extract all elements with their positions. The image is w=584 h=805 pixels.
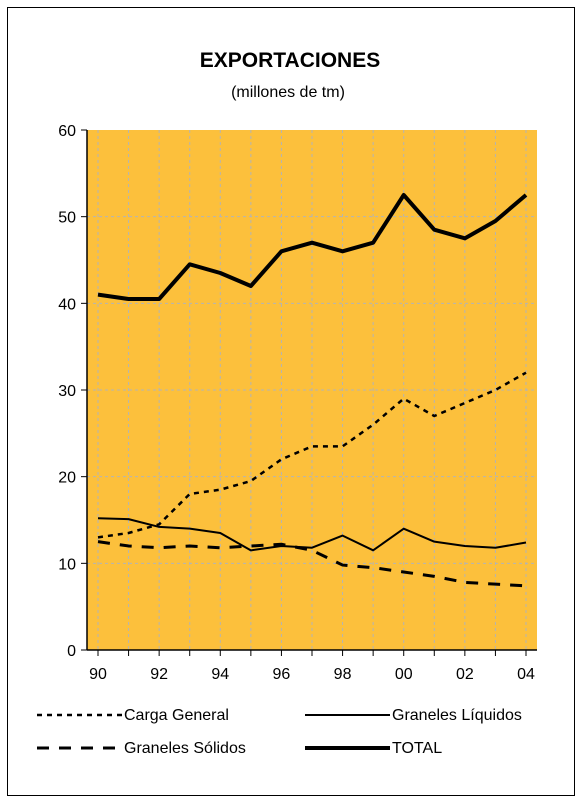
series-line-graneles-s-lidos	[97, 540, 527, 588]
x-tick-label: 92	[150, 666, 168, 683]
series-line-graneles-l-quidos	[97, 517, 527, 552]
chart-subtitle: (millones de tm)	[231, 84, 345, 101]
chart-title: EXPORTACIONES	[200, 49, 380, 72]
x-tick-label: 96	[273, 666, 291, 683]
y-tick-label: 20	[58, 470, 76, 487]
legend-label-graneles-s-lidos: Graneles Sólidos	[124, 740, 246, 757]
x-tick-label: 98	[334, 666, 352, 683]
x-tick-label: 90	[89, 666, 107, 683]
x-tick-label: 00	[395, 666, 413, 683]
y-tick-label: 60	[58, 123, 76, 140]
y-tick-label: 50	[58, 210, 76, 227]
x-tick-label: 02	[456, 666, 474, 683]
plot-area: 0 10 20 30 40 50 60 90 92 94 96 98 00 02 04	[58, 123, 537, 683]
y-tick-label: 0	[67, 643, 76, 660]
legend-label-carga-general: Carga General	[124, 707, 229, 724]
legend-label-total: TOTAL	[392, 740, 442, 757]
y-tick-label: 40	[58, 296, 76, 313]
series-line-total	[97, 193, 528, 301]
series-line-carga-general	[97, 371, 527, 539]
legend-label-graneles-l-quidos: Graneles Líquidos	[392, 707, 522, 724]
x-tick-label: 04	[517, 666, 535, 683]
legend: Carga General Graneles Líquidos Graneles S…	[37, 707, 522, 757]
x-tick-label: 94	[211, 666, 229, 683]
y-tick-label: 10	[58, 556, 76, 573]
y-tick-label: 30	[58, 383, 76, 400]
